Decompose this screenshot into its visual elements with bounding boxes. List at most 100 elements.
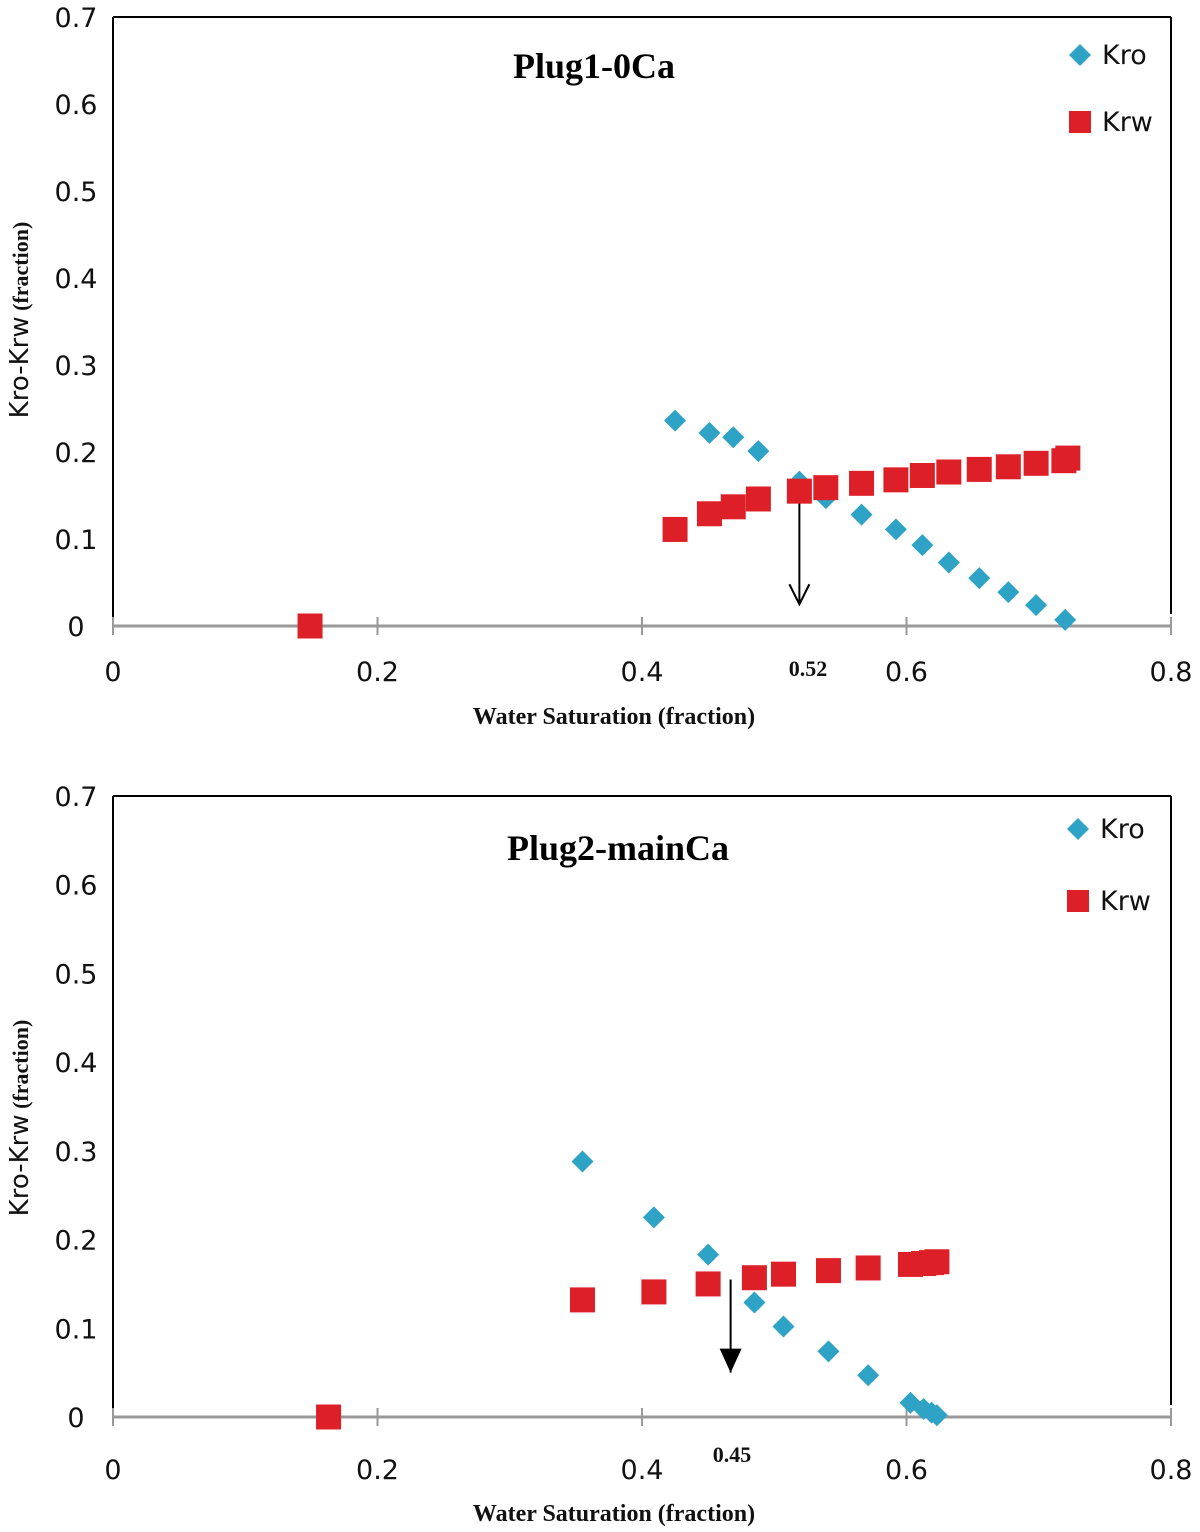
- kro-point: [722, 426, 745, 449]
- x-tick-label: 0: [104, 657, 121, 688]
- chart-2: 0 0.2 0.4 0.6 0.8 0 0.1 0.2 0.3 0.4 0.5 0.6 0.7 Plug2…: [5, 782, 1192, 1527]
- chart-1: 0 0.2 0.4 0.6 0.8 0 0.1 0.2 0.3 0.4 0.5 0.6 0.7 Plug1…: [5, 3, 1192, 730]
- y-axis-label-unit: (fraction): [8, 222, 33, 311]
- y-tick-label: 0.6: [55, 871, 98, 902]
- y-tick-label: 0.4: [55, 1048, 98, 1079]
- annotation-arrow-head: [719, 1348, 742, 1373]
- krw-point: [720, 494, 746, 520]
- krw-point: [936, 459, 962, 485]
- legend-kro-marker: [1067, 818, 1089, 840]
- krw-point: [813, 475, 839, 501]
- legend-kro-label: Kro: [1100, 814, 1145, 845]
- y-tick-label: 0.4: [55, 264, 98, 295]
- y-axis-label-main: Kro-Krw: [5, 1114, 35, 1216]
- x-tick-label: 0.2: [356, 657, 399, 688]
- krw-point: [883, 467, 909, 493]
- krw-point: [696, 501, 722, 527]
- legend-krw-label: Krw: [1100, 886, 1151, 917]
- kro-point: [697, 1243, 720, 1266]
- y-tick-label: 0.3: [55, 1137, 98, 1168]
- kro-point: [925, 1404, 948, 1427]
- krw-point: [641, 1279, 667, 1305]
- y-tick-label: 0.1: [55, 525, 98, 556]
- y-tick-label: 0: [67, 612, 84, 643]
- krw-point: [297, 613, 323, 639]
- annotation-label: 0.52: [789, 656, 828, 681]
- y-tick-label: 0.6: [55, 90, 98, 121]
- series-krw: [297, 445, 1081, 639]
- krw-point: [815, 1258, 841, 1284]
- kro-point: [743, 1291, 766, 1314]
- y-axis-label-main: Kro-Krw: [5, 316, 35, 418]
- krw-point: [909, 462, 935, 488]
- krw-point: [316, 1404, 342, 1430]
- krw-point: [741, 1265, 767, 1291]
- krw-point: [569, 1287, 595, 1313]
- kro-point: [997, 581, 1020, 604]
- x-tick-label: 0.6: [885, 1455, 928, 1486]
- y-tick-label: 0.5: [55, 177, 98, 208]
- x-axis-label: Water Saturation (fraction): [473, 704, 755, 730]
- krw-point: [966, 456, 992, 482]
- y-tick-label: 0.7: [55, 3, 98, 34]
- y-tick-label: 0.7: [55, 782, 98, 813]
- kro-point: [857, 1364, 880, 1387]
- legend: Kro Krw: [1067, 814, 1151, 917]
- krw-point: [855, 1255, 881, 1281]
- krw-point: [849, 470, 875, 496]
- krw-point: [745, 486, 771, 512]
- y-axis-label-unit: (fraction): [8, 1020, 33, 1109]
- y-tick-label: 0: [67, 1403, 84, 1434]
- krw-point: [662, 516, 688, 542]
- kro-point: [698, 421, 721, 444]
- y-axis-label: Kro-Krw (fraction): [5, 1020, 35, 1217]
- kro-point: [772, 1315, 795, 1338]
- kro-point: [664, 409, 687, 432]
- krw-point: [771, 1261, 797, 1287]
- x-tick-label: 0.4: [621, 1455, 664, 1486]
- annotation-label: 0.45: [713, 1442, 752, 1467]
- kro-point: [911, 534, 934, 557]
- series-kro: [571, 1150, 948, 1427]
- legend-krw-label: Krw: [1102, 107, 1153, 138]
- series-kro: [664, 409, 1077, 631]
- x-axis-label: Water Saturation (fraction): [473, 1501, 755, 1527]
- x-tick-label: 0: [104, 1455, 121, 1486]
- chart-title: Plug2-mainCa: [507, 828, 729, 868]
- series-krw: [316, 1249, 950, 1430]
- kro-point: [1025, 594, 1048, 617]
- y-axis-label: Kro-Krw (fraction): [5, 222, 35, 419]
- legend-kro-label: Kro: [1102, 40, 1147, 71]
- y-tick-label: 0.3: [55, 351, 98, 382]
- legend-kro-marker: [1069, 44, 1091, 66]
- x-tick-label: 0.4: [621, 657, 664, 688]
- legend: Kro Krw: [1069, 40, 1153, 138]
- x-tick-label: 0.8: [1150, 657, 1193, 688]
- legend-krw-marker: [1069, 111, 1091, 133]
- krw-point: [695, 1271, 721, 1297]
- y-tick-label: 0.2: [55, 438, 98, 469]
- kro-point: [937, 551, 960, 574]
- krw-point: [786, 478, 812, 504]
- chart-title: Plug1-0Ca: [513, 46, 675, 86]
- x-tick-label: 0.2: [356, 1455, 399, 1486]
- krw-point: [1023, 450, 1049, 476]
- kro-point: [850, 503, 873, 526]
- krw-point: [924, 1249, 950, 1275]
- kro-point: [968, 567, 991, 590]
- kro-point: [642, 1206, 665, 1229]
- x-tick-label: 0.8: [1150, 1455, 1193, 1486]
- kro-point: [817, 1340, 840, 1363]
- kro-point: [884, 518, 907, 541]
- krw-point: [995, 454, 1021, 480]
- annotation-arrow-head: [788, 583, 811, 607]
- legend-krw-marker: [1067, 890, 1089, 912]
- x-tick-label: 0.6: [885, 657, 928, 688]
- kro-point: [1054, 608, 1077, 631]
- kro-point: [747, 440, 770, 463]
- kro-point: [571, 1150, 594, 1173]
- y-tick-label: 0.1: [55, 1314, 98, 1345]
- y-tick-label: 0.5: [55, 959, 98, 990]
- krw-point: [1055, 445, 1081, 471]
